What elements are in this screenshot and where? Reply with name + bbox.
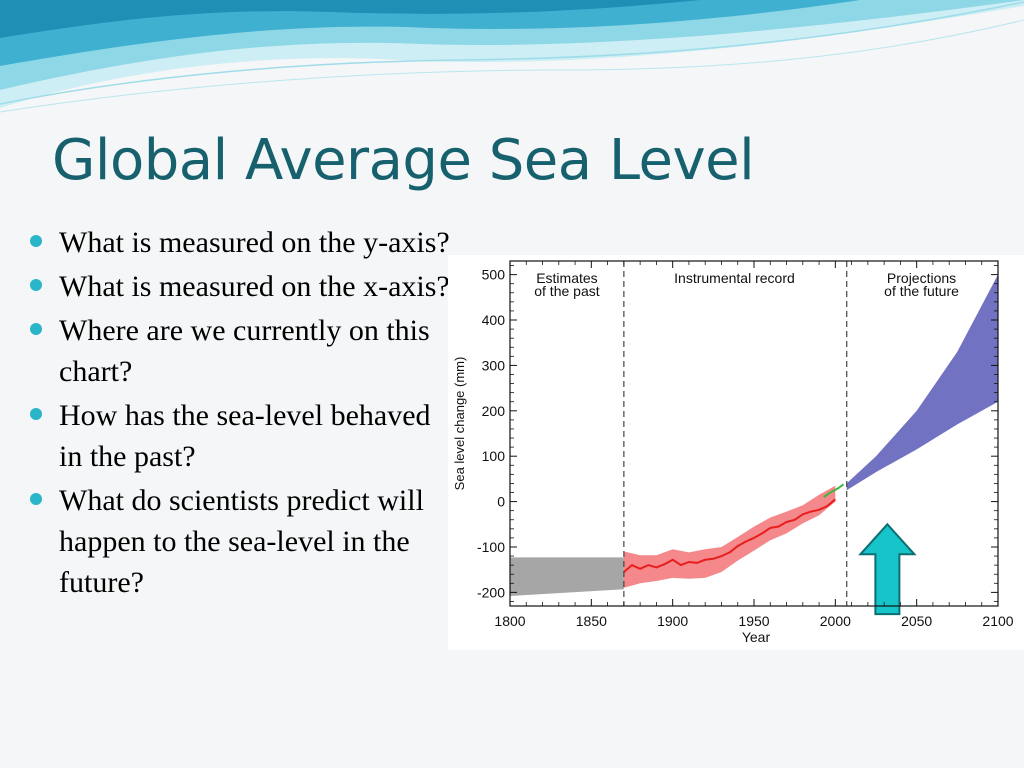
x-tick-label: 2000 <box>820 613 851 629</box>
question-text: Where are we currently on this chart? <box>59 314 430 388</box>
y-tick-label: -200 <box>477 584 505 600</box>
y-axis-label: Sea level change (mm) <box>452 357 467 491</box>
slide-title: Global Average Sea Level <box>52 128 755 193</box>
bullet-dot <box>30 493 42 505</box>
y-tick-label: 0 <box>497 494 505 510</box>
y-tick-label: 200 <box>482 403 506 419</box>
y-tick-label: -100 <box>477 539 505 555</box>
question-list: What is measured on the y-axis? What is … <box>28 222 458 606</box>
x-tick-label: 1800 <box>494 613 525 629</box>
period-label: Estimates of the past <box>534 270 599 299</box>
period-label: Instrumental record <box>674 270 795 286</box>
question-text: How has the sea-level behaved in the pas… <box>59 399 431 473</box>
x-tick-label: 2050 <box>901 613 932 629</box>
sea-level-chart: Estimates of the past Instrumental record P… <box>448 255 1024 650</box>
x-tick-label: 1850 <box>576 613 607 629</box>
y-tick-label: 500 <box>482 267 506 283</box>
x-tick-label: 1950 <box>738 613 769 629</box>
series-band-0 <box>510 557 624 596</box>
annotation-arrow <box>858 522 917 616</box>
y-tick-label: 400 <box>482 312 506 328</box>
bullet-dot <box>30 235 42 247</box>
question-item: What is measured on the x-axis? <box>28 266 458 307</box>
x-tick-label: 1900 <box>657 613 688 629</box>
question-item: Where are we currently on this chart? <box>28 310 458 392</box>
series-band-3 <box>846 274 998 491</box>
bullet-dot <box>30 408 42 420</box>
bullet-dot <box>30 279 42 291</box>
series-line-2 <box>823 483 845 498</box>
bullet-dot <box>30 323 42 335</box>
question-text: What is measured on the y-axis? <box>59 226 450 259</box>
question-text: What do scientists predict will happen t… <box>59 484 424 599</box>
question-item: What do scientists predict will happen t… <box>28 480 458 603</box>
y-tick-label: 100 <box>482 448 506 464</box>
x-axis-label: Year <box>742 629 771 645</box>
question-item: How has the sea-level behaved in the pas… <box>28 395 458 477</box>
y-tick-label: 300 <box>482 357 506 373</box>
header-wave-decoration <box>0 0 1024 113</box>
series-line-1 <box>623 498 836 573</box>
question-text: What is measured on the x-axis? <box>59 270 450 303</box>
period-label: Projections of the future <box>884 270 959 299</box>
x-tick-label: 2100 <box>982 613 1013 629</box>
question-item: What is measured on the y-axis? <box>28 222 458 263</box>
